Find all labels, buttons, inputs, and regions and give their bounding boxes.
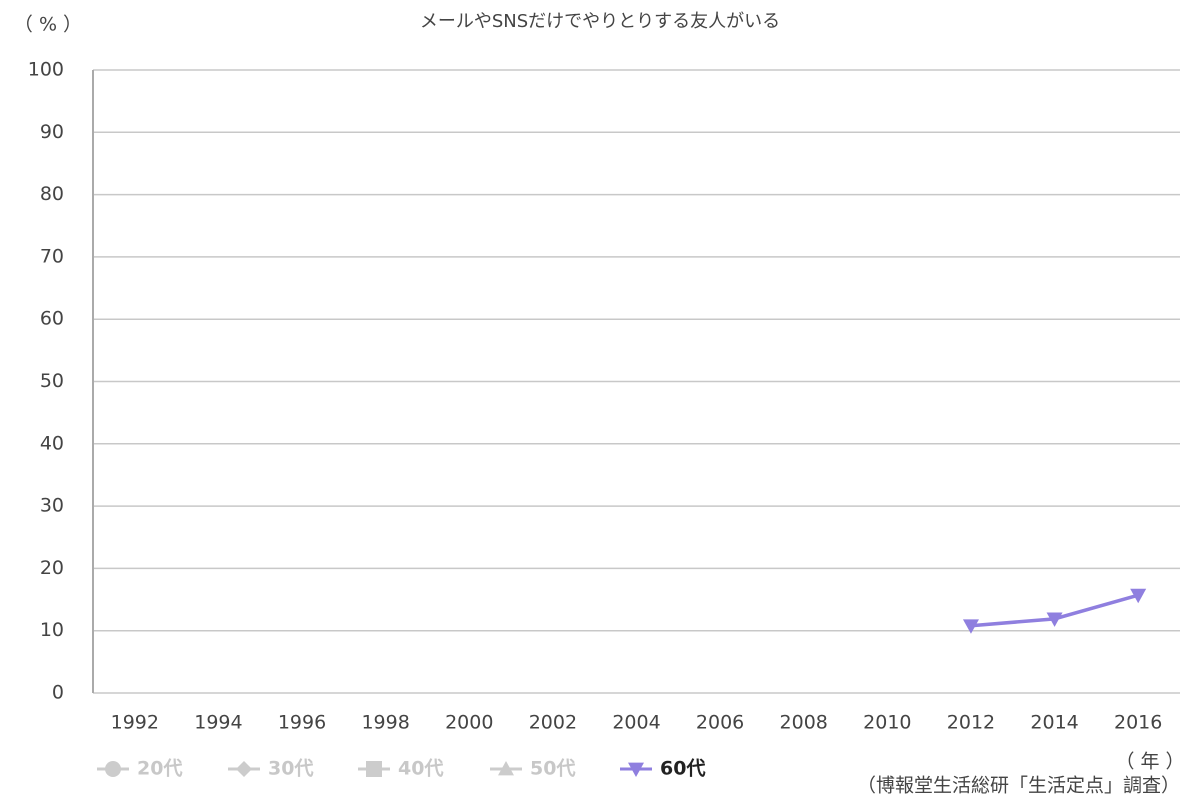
marker [628, 762, 644, 777]
marker [105, 761, 121, 777]
legend-label[interactable]: 20代 [137, 758, 182, 780]
y-tick-label: 40 [40, 432, 64, 454]
y-tick-label: 60 [40, 308, 64, 330]
y-tick-label: 20 [40, 557, 64, 579]
y-unit-label: （ % ） [14, 14, 82, 36]
x-tick-label: 1998 [361, 712, 409, 734]
y-tick-label: 70 [40, 245, 64, 267]
x-tick-label: 2012 [947, 712, 995, 734]
marker [236, 761, 252, 777]
x-tick-label: 2016 [1114, 712, 1162, 734]
x-tick-label: 1996 [278, 712, 326, 734]
x-tick-label: 2006 [696, 712, 744, 734]
x-tick-label: 2014 [1030, 712, 1078, 734]
marker [498, 761, 514, 776]
y-tick-label: 80 [40, 183, 64, 205]
x-tick-label: 2002 [529, 712, 577, 734]
x-tick-label: 2010 [863, 712, 911, 734]
marker [366, 761, 382, 777]
source-note: （博報堂生活総研「生活定点」調査） [857, 775, 1180, 797]
legend-label[interactable]: 40代 [398, 758, 443, 780]
x-tick-label: 2004 [612, 712, 660, 734]
x-unit-label: （ 年 ） [1115, 751, 1184, 773]
marker [1130, 588, 1147, 604]
marker [1046, 612, 1063, 627]
legend-label[interactable]: 50代 [530, 758, 575, 780]
x-tick-label: 1992 [111, 712, 159, 734]
x-tick-label: 2000 [445, 712, 493, 734]
y-tick-label: 0 [52, 682, 64, 704]
legend-label[interactable]: 60代 [660, 758, 705, 780]
chart-title: メールやSNSだけでやりとりする友人がいる [420, 11, 780, 32]
y-tick-label: 90 [40, 121, 64, 143]
marker [962, 619, 979, 634]
x-tick-label: 1994 [194, 712, 242, 734]
legend-label[interactable]: 30代 [268, 758, 313, 780]
y-tick-label: 100 [28, 59, 64, 81]
y-tick-label: 50 [40, 370, 64, 392]
y-tick-label: 30 [40, 495, 64, 517]
y-tick-label: 10 [40, 619, 64, 641]
x-tick-label: 2008 [780, 712, 828, 734]
